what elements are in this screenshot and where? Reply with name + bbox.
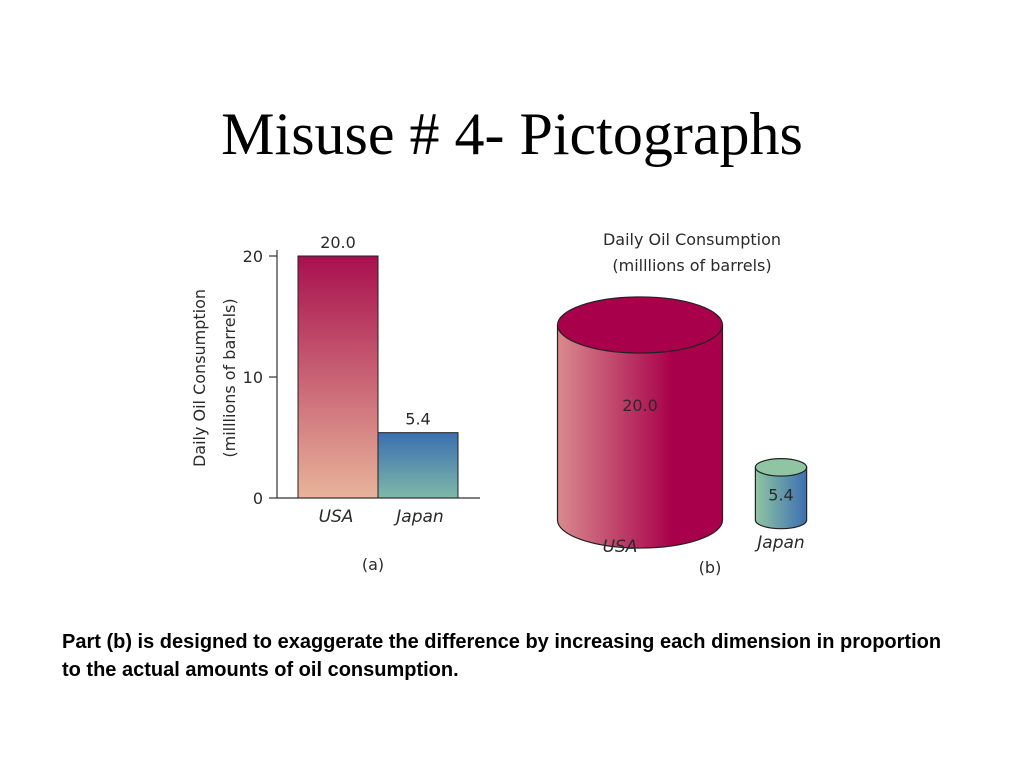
figure: Daily Oil Consumption (milllions of barr… bbox=[190, 230, 808, 577]
bar-usa bbox=[297, 255, 379, 499]
panel-a-bar-chart: Daily Oil Consumption (milllions of barr… bbox=[190, 233, 480, 574]
cylinder-top bbox=[556, 296, 724, 354]
cylinder-body bbox=[754, 466, 808, 530]
y-axis-label-line2: (milllions of barrels) bbox=[220, 298, 239, 457]
category-label: Japan bbox=[754, 533, 804, 553]
cylinder-japan: 5.4 Japan bbox=[754, 458, 808, 553]
slide-title: Misuse # 4- Pictographs bbox=[221, 101, 803, 167]
panel-label-a: (a) bbox=[362, 555, 384, 574]
panel-b-pictograph: Daily Oil Consumption (milllions of barr… bbox=[556, 230, 808, 577]
y-axis-label-line1: Daily Oil Consumption bbox=[190, 289, 209, 467]
y-axis-ticks: 0 10 20 bbox=[243, 247, 277, 508]
cylinder-usa: 20.0 USA bbox=[556, 296, 724, 557]
cylinder-body bbox=[556, 324, 724, 549]
y-axis-title: Daily Oil Consumption (milllions of barr… bbox=[190, 289, 239, 467]
bar-value-label: 20.0 bbox=[320, 233, 356, 252]
cylinder-value-label: 5.4 bbox=[768, 485, 793, 504]
bar-value-label: 5.4 bbox=[405, 410, 430, 429]
caption: Part (b) is designed to exaggerate the d… bbox=[62, 631, 942, 681]
pictograph-subtitle: (milllions of barrels) bbox=[612, 256, 771, 275]
bar-japan bbox=[377, 432, 459, 499]
y-tick-label: 10 bbox=[243, 368, 263, 387]
bars: 20.0 USA 5.4 Japan bbox=[297, 233, 459, 527]
cylinder-value-label: 20.0 bbox=[622, 396, 658, 415]
pictograph-title: Daily Oil Consumption bbox=[603, 230, 781, 249]
y-tick-label: 0 bbox=[253, 489, 263, 508]
cylinder-top bbox=[754, 458, 808, 477]
x-tick-label: Japan bbox=[393, 507, 443, 527]
panel-label-b: (b) bbox=[699, 558, 722, 577]
cylinders: 20.0 USA 5.4 Japan bbox=[556, 296, 808, 557]
x-tick-label: USA bbox=[319, 507, 354, 527]
category-label: USA bbox=[603, 537, 638, 557]
y-tick-label: 20 bbox=[243, 247, 263, 266]
